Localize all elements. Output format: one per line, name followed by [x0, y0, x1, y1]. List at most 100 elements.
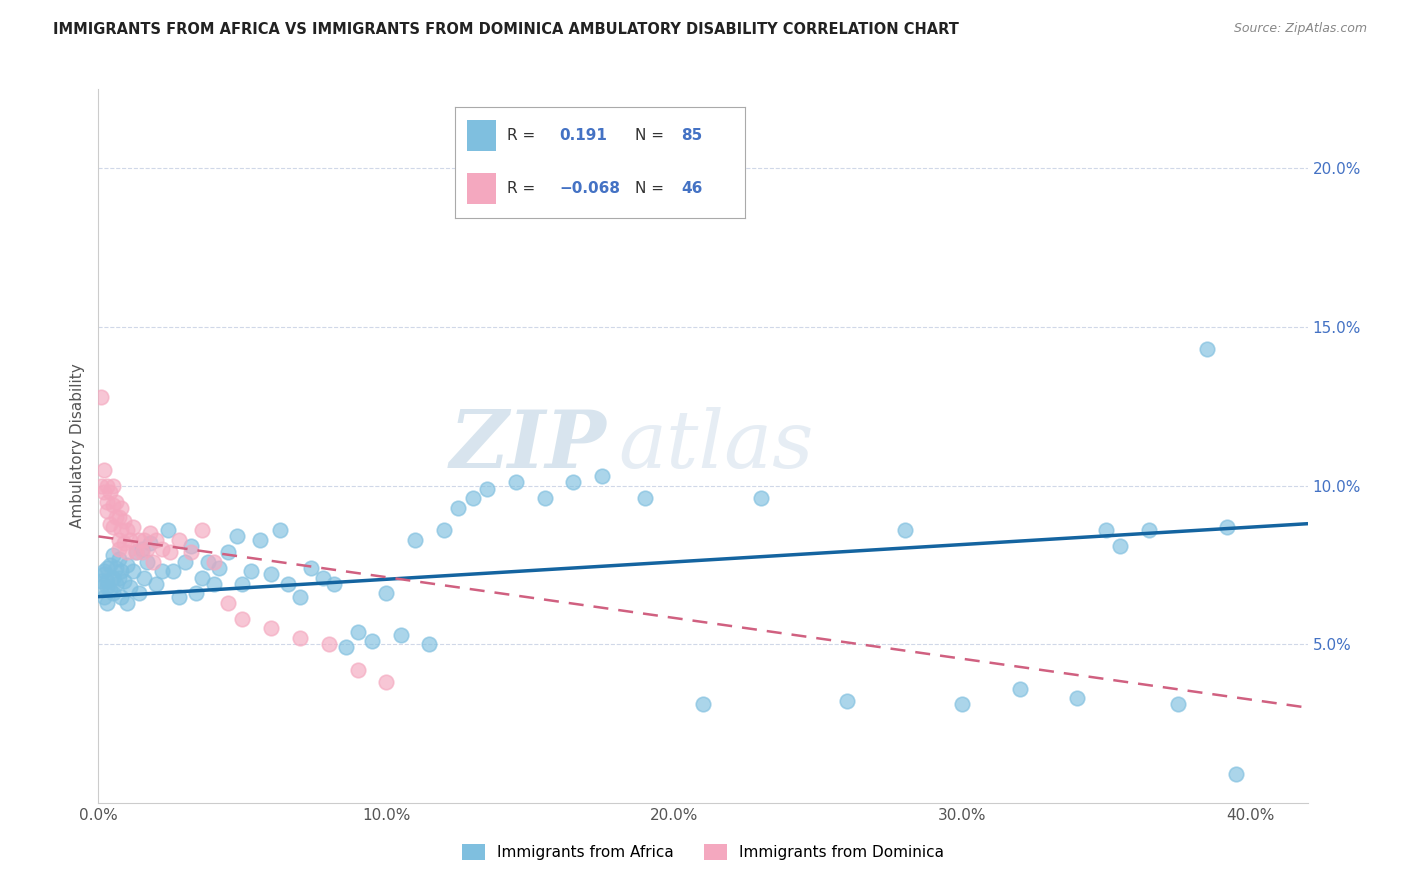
Point: [101, 520, 124, 534]
Point: [404, 533, 426, 547]
Point: [107, 510, 129, 524]
Point: [90, 574, 112, 588]
Text: Source: ZipAtlas.com: Source: ZipAtlas.com: [1233, 22, 1367, 36]
Point: [110, 500, 132, 515]
Point: [167, 533, 190, 547]
Point: [104, 561, 127, 575]
Point: [835, 694, 858, 708]
Point: [107, 551, 129, 566]
Point: [1167, 698, 1189, 712]
Point: [115, 558, 138, 572]
Point: [180, 539, 202, 553]
Point: [107, 542, 129, 557]
Point: [186, 586, 208, 600]
Point: [591, 469, 613, 483]
Point: [288, 590, 311, 604]
Point: [1095, 523, 1118, 537]
Point: [433, 523, 456, 537]
Point: [93, 463, 115, 477]
Point: [101, 498, 124, 512]
Point: [240, 564, 263, 578]
Point: [115, 545, 138, 559]
Point: [93, 590, 115, 604]
Point: [634, 491, 657, 506]
Point: [335, 640, 357, 655]
Point: [950, 698, 973, 712]
Point: [361, 634, 384, 648]
Point: [131, 545, 153, 559]
Point: [96, 580, 118, 594]
Text: IMMIGRANTS FROM AFRICA VS IMMIGRANTS FROM DOMINICA AMBULATORY DISABILITY CORRELA: IMMIGRANTS FROM AFRICA VS IMMIGRANTS FRO…: [53, 22, 959, 37]
Point: [893, 523, 915, 537]
Point: [122, 564, 145, 578]
Point: [277, 577, 299, 591]
Point: [134, 533, 156, 547]
Point: [107, 571, 129, 585]
Point: [191, 571, 214, 585]
Point: [167, 590, 190, 604]
Point: [96, 561, 118, 575]
Point: [145, 533, 167, 547]
Point: [150, 564, 173, 578]
Point: [173, 555, 195, 569]
Point: [346, 663, 368, 677]
Y-axis label: Ambulatory Disability: Ambulatory Disability: [69, 364, 84, 528]
Point: [90, 580, 112, 594]
Point: [389, 628, 412, 642]
Point: [131, 542, 153, 557]
Point: [1225, 767, 1247, 781]
Point: [533, 491, 555, 506]
Point: [136, 542, 159, 557]
Point: [98, 558, 121, 572]
Point: [375, 675, 398, 690]
Point: [260, 621, 283, 635]
Point: [159, 545, 181, 559]
Point: [375, 586, 398, 600]
Point: [101, 586, 124, 600]
Text: ZIP: ZIP: [450, 408, 606, 484]
Point: [145, 577, 167, 591]
Point: [110, 523, 132, 537]
Point: [447, 500, 470, 515]
Point: [96, 504, 118, 518]
Point: [505, 475, 527, 490]
Point: [125, 545, 148, 559]
Point: [110, 564, 132, 578]
Point: [136, 555, 159, 569]
Point: [101, 571, 124, 585]
Point: [104, 494, 127, 508]
Point: [475, 482, 498, 496]
Point: [461, 491, 484, 506]
Point: [418, 637, 440, 651]
Point: [120, 533, 142, 547]
Point: [128, 533, 150, 547]
Point: [1137, 523, 1160, 537]
Point: [1216, 520, 1239, 534]
Point: [101, 549, 124, 563]
Legend: Immigrants from Africa, Immigrants from Dominica: Immigrants from Africa, Immigrants from …: [456, 838, 950, 866]
Point: [96, 494, 118, 508]
Point: [202, 577, 225, 591]
Point: [208, 561, 231, 575]
Point: [115, 523, 138, 537]
Point: [562, 475, 585, 490]
Point: [150, 542, 173, 557]
Point: [112, 514, 135, 528]
Point: [115, 596, 138, 610]
Point: [288, 631, 311, 645]
Point: [128, 586, 150, 600]
Point: [101, 478, 124, 492]
Point: [217, 545, 239, 559]
Point: [98, 583, 121, 598]
Point: [225, 529, 247, 543]
Point: [139, 526, 162, 541]
Point: [120, 580, 142, 594]
Point: [90, 478, 112, 492]
Point: [96, 574, 118, 588]
Point: [217, 596, 239, 610]
Point: [231, 577, 253, 591]
Point: [301, 561, 323, 575]
Point: [1109, 539, 1132, 553]
Point: [122, 520, 145, 534]
Point: [112, 535, 135, 549]
